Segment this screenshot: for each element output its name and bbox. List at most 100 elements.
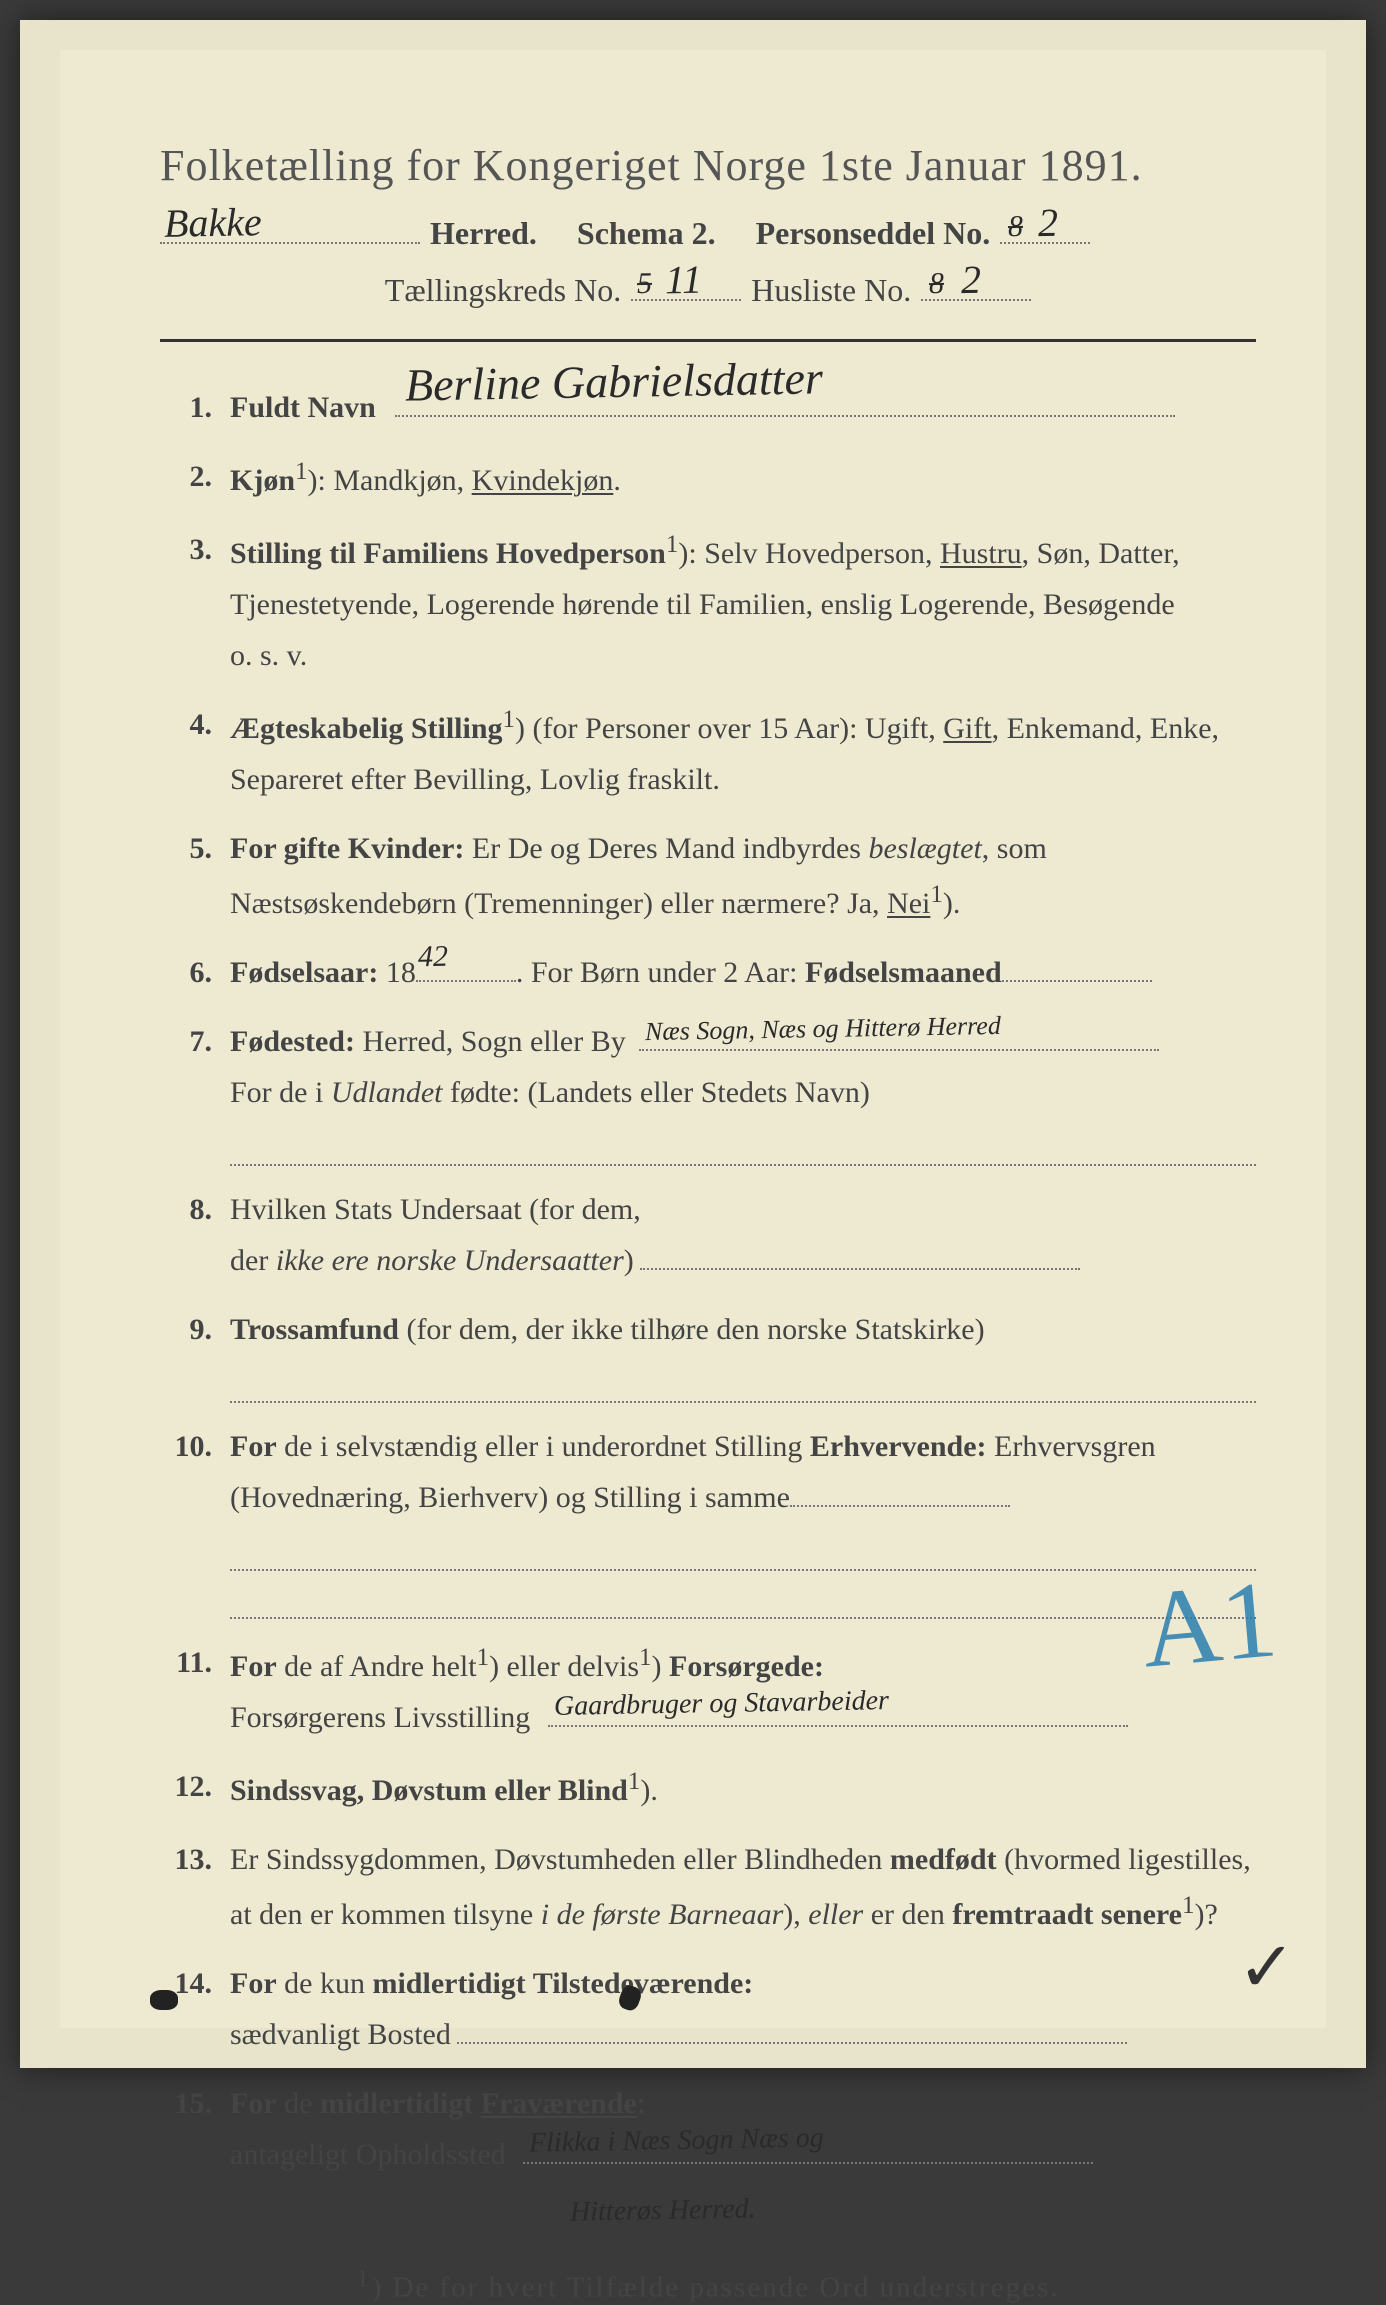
husliste-struck: 8 bbox=[929, 267, 945, 301]
item-1: 1. Fuldt Navn Berline Gabrielsdatter bbox=[160, 382, 1256, 433]
personseddel-hw: 2 bbox=[1038, 199, 1059, 246]
punch-hole-icon bbox=[150, 1990, 178, 2010]
whereabouts-hw: Flikka i Næs Sogn Næs og bbox=[529, 2114, 825, 2167]
item-number: 6. bbox=[160, 947, 230, 998]
line2: For de i Udlandet fødte: (Landets eller … bbox=[230, 1067, 1256, 1118]
selected-option: Gift bbox=[943, 712, 991, 745]
field-label: Kjøn bbox=[230, 464, 295, 497]
item-body: Hvilken Stats Undersaat (for dem, der ik… bbox=[230, 1184, 1256, 1286]
footnote-ref: 1 bbox=[295, 458, 308, 485]
field-label: For gifte Kvinder: bbox=[230, 832, 464, 865]
schema-label: Schema 2. bbox=[577, 215, 716, 252]
item-5: 5. For gifte Kvinder: Er De og Deres Man… bbox=[160, 823, 1256, 929]
kreds-hw: 11 bbox=[665, 256, 703, 304]
item-body: For de i selvstændig eller i underordnet… bbox=[230, 1421, 1256, 1619]
form-title: Folketælling for Kongeriget Norge 1ste J… bbox=[160, 140, 1256, 191]
item-3: 3. Stilling til Familiens Hovedperson1):… bbox=[160, 524, 1256, 681]
item-number: 8. bbox=[160, 1184, 230, 1235]
item-number: 11. bbox=[160, 1637, 230, 1688]
item-body: Stilling til Familiens Hovedperson1): Se… bbox=[230, 524, 1256, 681]
provider-hw: Gaardbruger og Stavarbeider bbox=[553, 1677, 889, 1730]
item-7: 7. Fødested: Herred, Sogn eller By Næs S… bbox=[160, 1016, 1256, 1166]
husliste-hw: 2 bbox=[961, 256, 982, 303]
item-number: 13. bbox=[160, 1834, 230, 1885]
item-number: 2. bbox=[160, 451, 230, 502]
line2: sædvanligt Bosted bbox=[230, 2009, 1256, 2060]
name-field: Berline Gabrielsdatter bbox=[395, 415, 1175, 417]
item-number: 3. bbox=[160, 524, 230, 575]
line2: der ikke ere norske Undersaatter) bbox=[230, 1235, 1256, 1286]
item-body: Fødselsaar: 1842. For Børn under 2 Aar: … bbox=[230, 947, 1256, 998]
kreds-label: Tællingskreds No. bbox=[385, 272, 621, 309]
field-label: Ægteskabelig Stilling bbox=[230, 712, 503, 745]
birthplace-field: Næs Sogn, Næs og Hitterø Herred bbox=[639, 1049, 1159, 1051]
field-label: Stilling til Familiens Hovedperson bbox=[230, 537, 666, 570]
item-number: 5. bbox=[160, 823, 230, 874]
kreds-struck: 5 bbox=[637, 267, 653, 301]
footnote: 1) De for hvert Tilfælde passende Ord un… bbox=[160, 2265, 1256, 2305]
blank-line bbox=[230, 1124, 1256, 1166]
footnote-text: ) De for hvert Tilfælde passende Ord und… bbox=[372, 2272, 1060, 2304]
provider-field: Gaardbruger og Stavarbeider bbox=[548, 1725, 1128, 1727]
item-body: Fuldt Navn Berline Gabrielsdatter bbox=[230, 382, 1256, 433]
selected-option: Nei bbox=[887, 887, 930, 920]
whereabouts-hw-2: Hitterøs Herred. bbox=[570, 2186, 756, 2237]
herred-field: Bakke bbox=[160, 209, 420, 244]
citizenship-field bbox=[640, 1268, 1080, 1270]
footnote-marker: 1 bbox=[356, 2265, 371, 2292]
item-body: For de kun midlertidigt Tilstedeværende:… bbox=[230, 1958, 1256, 2060]
birthyear-field: 42 bbox=[416, 980, 516, 982]
item-6: 6. Fødselsaar: 1842. For Børn under 2 Aa… bbox=[160, 947, 1256, 998]
field-label: Fødselsaar: bbox=[230, 956, 378, 989]
check-mark: ✓ bbox=[1237, 1926, 1296, 2008]
field-label: Trossamfund bbox=[230, 1313, 399, 1346]
personseddel-field: 8 2 bbox=[1000, 209, 1090, 244]
line2: antageligt Opholdssted Flikka i Næs Sogn… bbox=[230, 2129, 1256, 2180]
item-number: 7. bbox=[160, 1016, 230, 1067]
item-8: 8. Hvilken Stats Undersaat (for dem, der… bbox=[160, 1184, 1256, 1286]
herred-label: Herred. bbox=[430, 215, 537, 252]
personseddel-struck: 8 bbox=[1008, 210, 1024, 244]
item-body: Er Sindssygdommen, Døvstumheden eller Bl… bbox=[230, 1834, 1256, 1940]
husliste-field: 8 2 bbox=[921, 266, 1031, 301]
herred-handwritten: Bakke bbox=[164, 198, 263, 247]
item-2: 2. Kjøn1): Mandkjøn, Kvindekjøn. bbox=[160, 451, 1256, 506]
item-body: Kjøn1): Mandkjøn, Kvindekjøn. bbox=[230, 451, 1256, 506]
birthyear-hw: 42 bbox=[417, 931, 448, 983]
subtitle-row-1: Bakke Herred. Schema 2. Personseddel No.… bbox=[160, 209, 1256, 252]
usual-residence-field bbox=[457, 2042, 1127, 2044]
item-number: 1. bbox=[160, 382, 230, 433]
occupation-field bbox=[790, 1505, 1010, 1507]
item-body: For de midlertidigt Fraværende: antageli… bbox=[230, 2078, 1256, 2180]
blue-pencil-mark: A1 bbox=[1136, 1555, 1281, 1693]
item-body: Sindssvag, Døvstum eller Blind1). bbox=[230, 1761, 1256, 1816]
blank-line bbox=[230, 1361, 1256, 1403]
item-body: For de af Andre helt1) eller delvis1) Fo… bbox=[230, 1637, 1256, 1743]
field-label: Fuldt Navn bbox=[230, 391, 376, 424]
item-body: Trossamfund (for dem, der ikke tilhøre d… bbox=[230, 1304, 1256, 1403]
text: ): Mandkjøn, bbox=[308, 464, 472, 497]
footnote-ref: 1 bbox=[666, 531, 679, 558]
item-body: Ægteskabelig Stilling1) (for Personer ov… bbox=[230, 699, 1256, 805]
osv-text: o. s. v. bbox=[230, 630, 1256, 681]
birthplace-hw: Næs Sogn, Næs og Hitterø Herred bbox=[645, 1004, 1002, 1054]
item-4: 4. Ægteskabelig Stilling1) (for Personer… bbox=[160, 699, 1256, 805]
item-15-cont: Hitterøs Herred. bbox=[160, 2184, 1256, 2235]
field-label: Sindssvag, Døvstum eller Blind bbox=[230, 1774, 628, 1807]
name-handwritten: Berline Gabrielsdatter bbox=[405, 340, 824, 425]
blank-line bbox=[230, 1577, 1256, 1619]
item-14: 14. For de kun midlertidigt Tilstedevære… bbox=[160, 1958, 1256, 2060]
item-15: 15. For de midlertidigt Fraværende: anta… bbox=[160, 2078, 1256, 2180]
item-body: For gifte Kvinder: Er De og Deres Mand i… bbox=[230, 823, 1256, 929]
selected-option: Hustru bbox=[940, 537, 1022, 570]
item-number: 4. bbox=[160, 699, 230, 750]
item-number: 10. bbox=[160, 1421, 230, 1472]
item-10: 10. For de i selvstændig eller i underor… bbox=[160, 1421, 1256, 1619]
personseddel-label: Personseddel No. bbox=[756, 215, 991, 252]
field-label: Fødested: bbox=[230, 1025, 355, 1058]
kreds-field: 5 11 bbox=[631, 266, 741, 301]
item-9: 9. Trossamfund (for dem, der ikke tilhør… bbox=[160, 1304, 1256, 1403]
item-number: 9. bbox=[160, 1304, 230, 1355]
item-body: Fødested: Herred, Sogn eller By Næs Sogn… bbox=[230, 1016, 1256, 1166]
whereabouts-field: Flikka i Næs Sogn Næs og bbox=[523, 2162, 1093, 2164]
